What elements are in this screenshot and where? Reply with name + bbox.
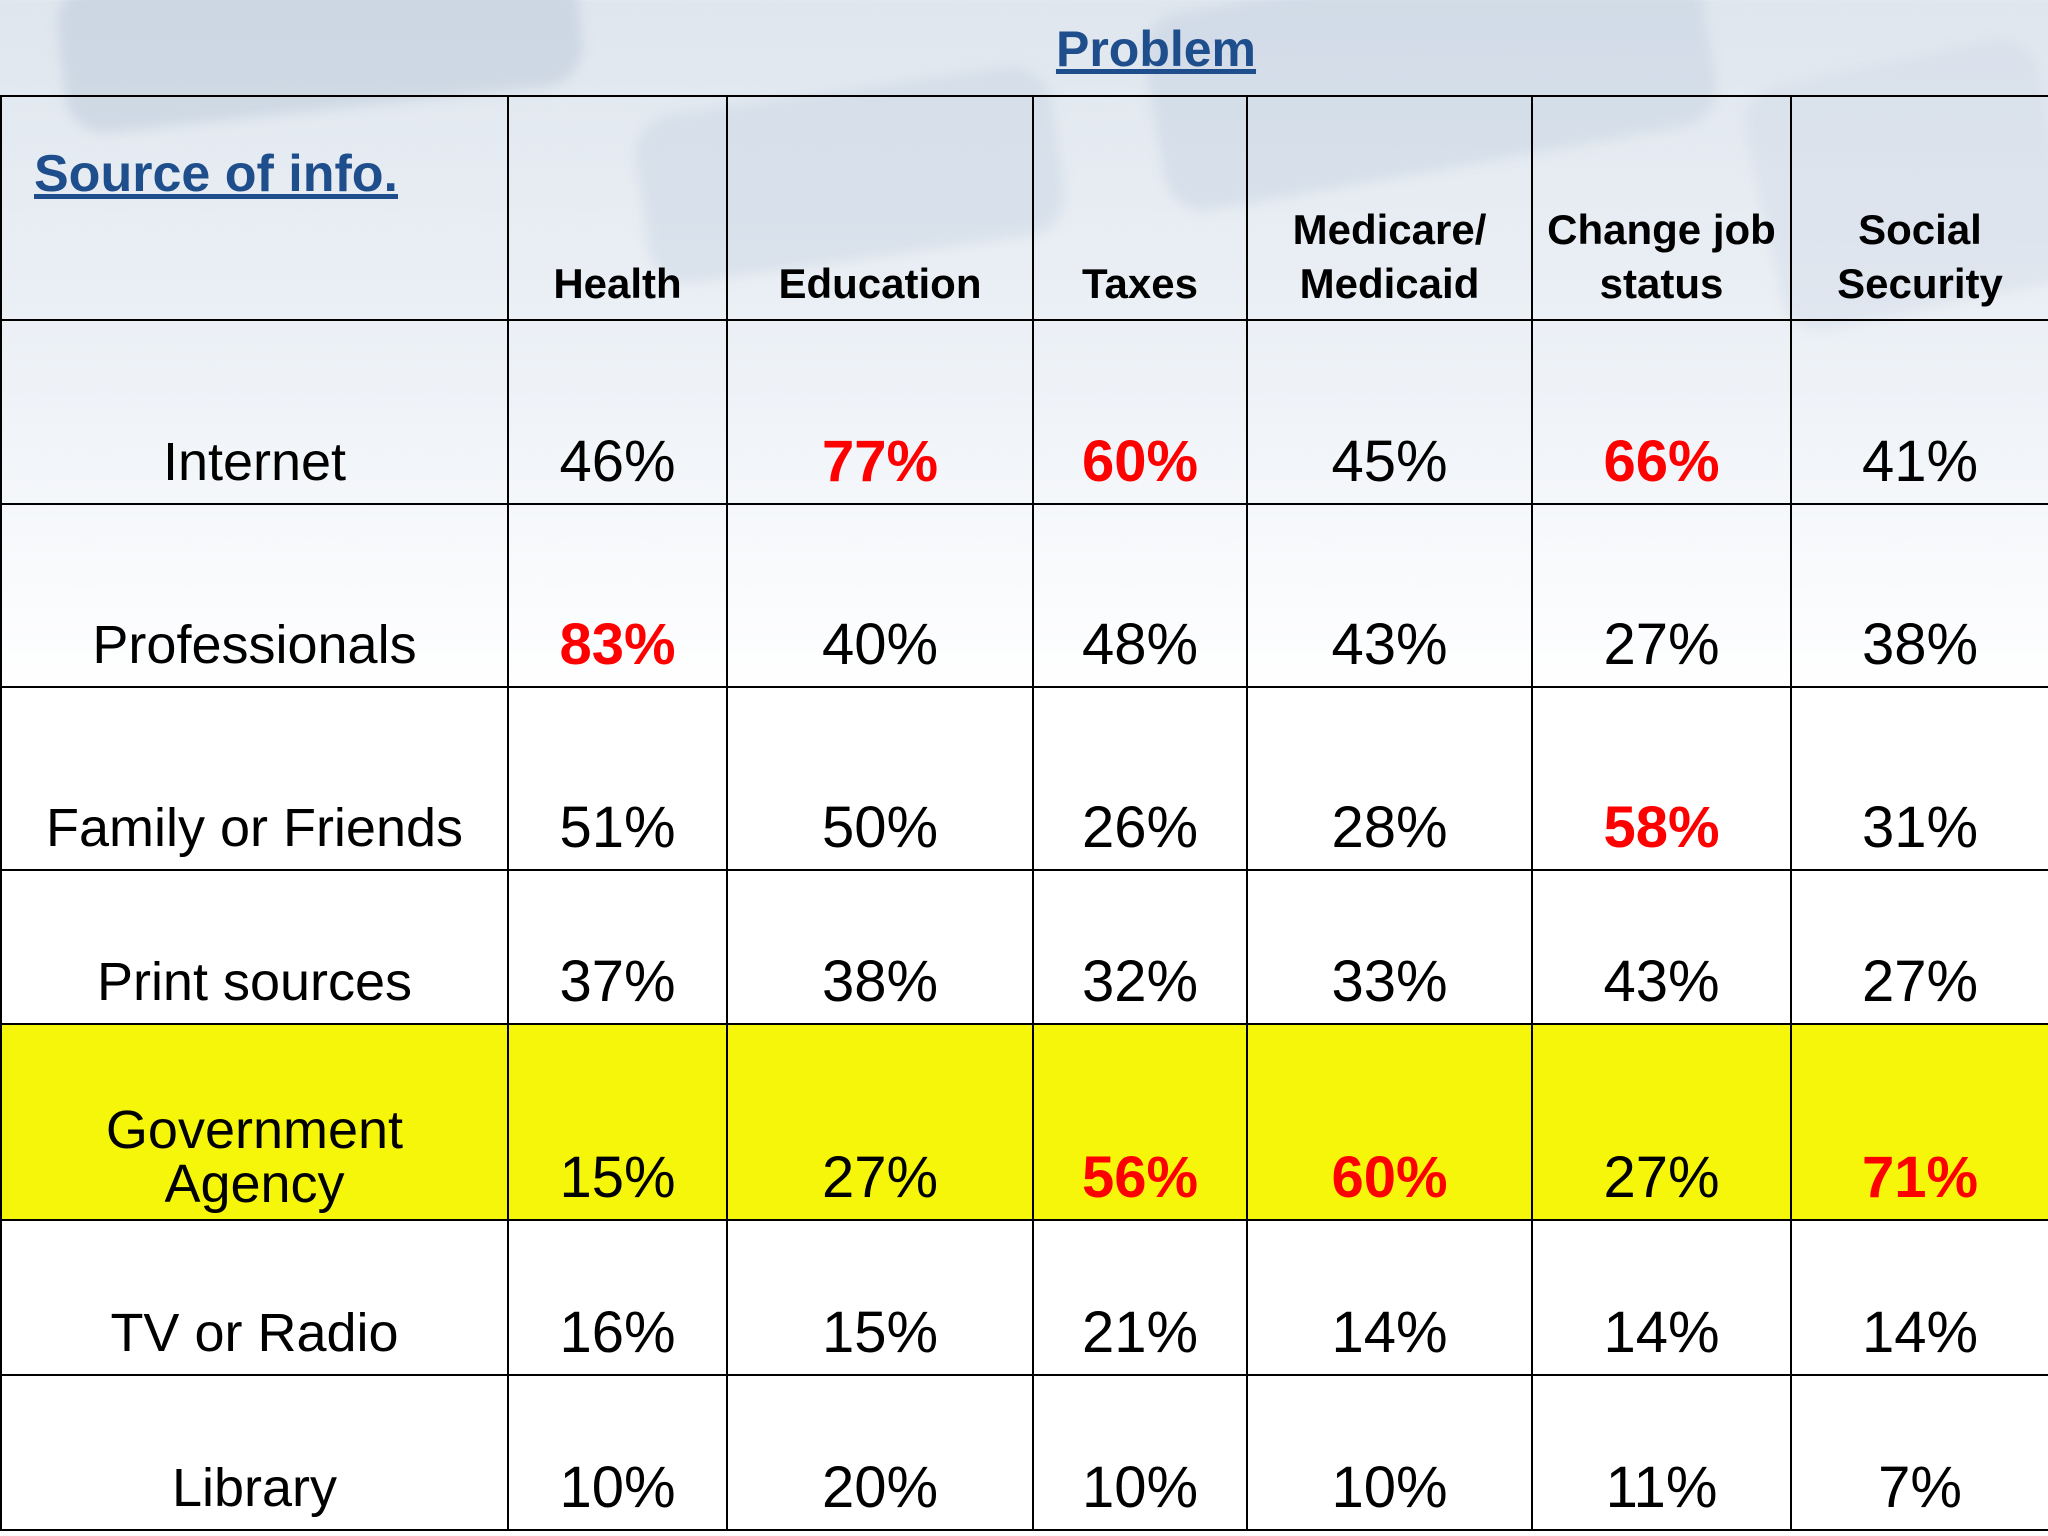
value-cell: 56%: [1032, 1023, 1248, 1221]
table-row-library: Library 10% 20% 10% 10% 11% 7%: [0, 1374, 2048, 1531]
column-header: Change job status: [1531, 95, 1792, 321]
row-label: Family or Friends: [0, 686, 509, 871]
value-cell: 51%: [507, 686, 728, 871]
column-header: Social Security: [1790, 95, 2048, 321]
value-cell: 66%: [1531, 319, 1792, 505]
value-cell: 41%: [1790, 319, 2048, 505]
value-cell: 15%: [507, 1023, 728, 1221]
value-cell: 27%: [1790, 869, 2048, 1025]
value-cell: 48%: [1032, 503, 1248, 688]
survey-table: Source of info. Health Education Taxes M…: [0, 95, 2048, 1531]
value-cell: 10%: [507, 1374, 728, 1531]
value-cell: 71%: [1790, 1023, 2048, 1221]
value-cell: 31%: [1790, 686, 2048, 871]
row-label: Internet: [0, 319, 509, 505]
value-cell: 38%: [726, 869, 1034, 1025]
value-cell: 60%: [1032, 319, 1248, 505]
column-header: Taxes: [1032, 95, 1248, 321]
value-cell: 27%: [1531, 1023, 1792, 1221]
value-cell: 45%: [1246, 319, 1533, 505]
value-cell: 14%: [1531, 1219, 1792, 1376]
value-cell: 32%: [1032, 869, 1248, 1025]
value-cell: 40%: [726, 503, 1034, 688]
value-cell: 38%: [1790, 503, 2048, 688]
table-row-professionals: Professionals 83% 40% 48% 43% 27% 38%: [0, 503, 2048, 688]
value-cell: 20%: [726, 1374, 1034, 1531]
value-cell: 10%: [1246, 1374, 1533, 1531]
value-cell: 33%: [1246, 869, 1533, 1025]
column-header: Health: [507, 95, 728, 321]
row-label: Professionals: [0, 503, 509, 688]
table-row-print-sources: Print sources 37% 38% 32% 33% 43% 27%: [0, 869, 2048, 1025]
source-of-info-header: Source of info.: [0, 95, 509, 321]
table-row-family-or-friends: Family or Friends 51% 50% 26% 28% 58% 31%: [0, 686, 2048, 871]
value-cell: 14%: [1790, 1219, 2048, 1376]
table-row-tv-or-radio: TV or Radio 16% 15% 21% 14% 14% 14%: [0, 1219, 2048, 1376]
row-label: Government Agency: [0, 1023, 509, 1221]
table-row-internet: Internet 46% 77% 60% 45% 66% 41%: [0, 319, 2048, 505]
row-label: TV or Radio: [0, 1219, 509, 1376]
value-cell: 16%: [507, 1219, 728, 1376]
value-cell: 14%: [1246, 1219, 1533, 1376]
column-header: Medicare/ Medicaid: [1246, 95, 1533, 321]
value-cell: 28%: [1246, 686, 1533, 871]
value-cell: 43%: [1531, 869, 1792, 1025]
value-cell: 60%: [1246, 1023, 1533, 1221]
table-body: Internet 46% 77% 60% 45% 66% 41% Professionals 8…: [0, 319, 2048, 1531]
row-label: Print sources: [0, 869, 509, 1025]
value-cell: 15%: [726, 1219, 1034, 1376]
table-title: Problem: [1055, 21, 1257, 77]
value-cell: 50%: [726, 686, 1034, 871]
value-cell: 43%: [1246, 503, 1533, 688]
value-cell: 10%: [1032, 1374, 1248, 1531]
value-cell: 83%: [507, 503, 728, 688]
value-cell: 46%: [507, 319, 728, 505]
row-label: Library: [0, 1374, 509, 1531]
value-cell: 21%: [1032, 1219, 1248, 1376]
value-cell: 11%: [1531, 1374, 1792, 1531]
column-header: Education: [726, 95, 1034, 321]
value-cell: 27%: [726, 1023, 1034, 1221]
table-row-government-agency: Government Agency 15% 27% 56% 60% 27% 71%: [0, 1023, 2048, 1221]
header-row: Source of info. Health Education Taxes M…: [0, 95, 2048, 321]
value-cell: 77%: [726, 319, 1034, 505]
value-cell: 26%: [1032, 686, 1248, 871]
value-cell: 58%: [1531, 686, 1792, 871]
value-cell: 37%: [507, 869, 728, 1025]
value-cell: 7%: [1790, 1374, 2048, 1531]
value-cell: 27%: [1531, 503, 1792, 688]
